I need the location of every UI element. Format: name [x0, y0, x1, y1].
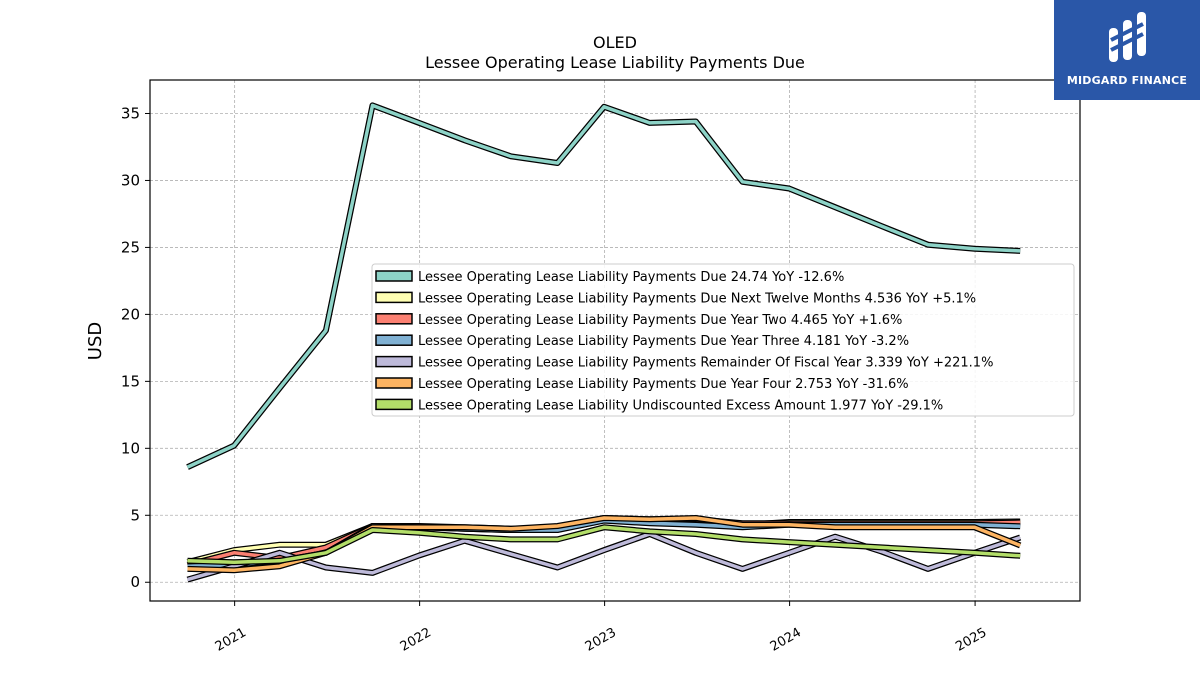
- legend-box: [371, 263, 1075, 417]
- legend-label-2: Lessee Operating Lease Liability Payment…: [418, 291, 976, 306]
- legend: Lessee Operating Lease Liability Payment…: [371, 263, 1075, 417]
- x-tick-label: 2024: [768, 625, 804, 655]
- legend-swatch-3: [375, 313, 413, 325]
- x-axis-ticks: 2021 2022 2023 2024 2025: [213, 601, 989, 655]
- legend-label-3: Lessee Operating Lease Liability Payment…: [418, 313, 902, 328]
- series-line-1: [186, 103, 1021, 469]
- brand-logo: MIDGARD FINANCE: [1054, 0, 1200, 100]
- y-tick-label: 10: [121, 439, 140, 457]
- legend-swatch-1: [375, 270, 413, 282]
- y-axis-label: USD: [85, 322, 106, 360]
- legend-swatch-5: [375, 355, 413, 368]
- y-tick-label: 5: [130, 506, 140, 524]
- legend-label-6: Lessee Operating Lease Liability Payment…: [418, 377, 909, 392]
- series-line-5: [187, 532, 1021, 582]
- series-line-7: [187, 525, 1021, 564]
- y-tick-label: 30: [121, 171, 140, 189]
- legend-swatch-4: [375, 334, 413, 346]
- brand-mark-icon: [1109, 12, 1146, 62]
- brand-name: MIDGARD FINANCE: [1066, 74, 1188, 87]
- legend-label-5: Lessee Operating Lease Liability Payment…: [418, 356, 993, 371]
- series-lines: [186, 102, 1022, 583]
- chart-subtitle: Lessee Operating Lease Liability Payment…: [425, 53, 805, 72]
- plot-frame: [149, 79, 1081, 602]
- legend-swatch-6: [375, 377, 413, 389]
- legend-swatch-2: [375, 291, 413, 304]
- x-tick-label: 2025: [953, 625, 989, 655]
- chart-title: OLED: [593, 33, 637, 52]
- y-tick-label: 20: [121, 305, 140, 323]
- y-tick-label: 25: [121, 238, 140, 256]
- legend-swatch-7: [375, 398, 413, 411]
- x-tick-label: 2022: [398, 625, 434, 655]
- y-tick-label: 15: [121, 372, 140, 390]
- legend-label-7: Lessee Operating Lease Liability Undisco…: [418, 398, 943, 413]
- x-tick-label: 2023: [583, 625, 619, 655]
- y-axis-ticks: 0 5 10 15 20 25 30 35: [121, 104, 150, 591]
- legend-label-1: Lessee Operating Lease Liability Payment…: [418, 270, 844, 285]
- y-tick-label: 35: [121, 104, 140, 122]
- x-tick-label: 2021: [213, 625, 249, 655]
- y-tick-label: 0: [130, 573, 140, 591]
- legend-label-4: Lessee Operating Lease Liability Payment…: [418, 334, 909, 349]
